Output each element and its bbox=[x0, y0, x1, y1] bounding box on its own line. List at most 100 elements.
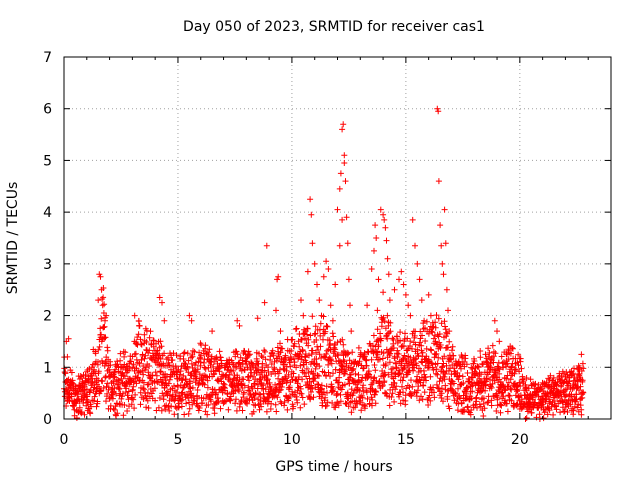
data-point bbox=[163, 356, 170, 363]
data-point bbox=[181, 349, 188, 356]
data-point bbox=[355, 371, 362, 378]
data-point bbox=[70, 403, 77, 410]
data-point bbox=[258, 403, 265, 410]
data-point bbox=[419, 332, 425, 339]
data-point bbox=[264, 376, 271, 383]
data-point bbox=[427, 397, 434, 404]
data-point bbox=[142, 352, 149, 359]
data-point bbox=[480, 400, 487, 407]
data-point bbox=[337, 391, 344, 398]
data-point bbox=[124, 408, 131, 414]
data-point bbox=[489, 380, 496, 387]
data-point bbox=[297, 385, 304, 392]
data-point bbox=[362, 403, 369, 410]
data-point bbox=[409, 345, 415, 352]
data-point bbox=[446, 328, 453, 335]
data-point bbox=[381, 216, 388, 223]
data-point bbox=[380, 350, 387, 357]
y-tick-label: 5 bbox=[43, 153, 52, 169]
data-point bbox=[439, 363, 446, 370]
data-point bbox=[173, 352, 180, 359]
data-point bbox=[82, 372, 89, 379]
data-point bbox=[442, 326, 449, 333]
data-point bbox=[245, 384, 252, 391]
data-point bbox=[206, 346, 213, 353]
data-point bbox=[309, 240, 316, 247]
data-point bbox=[272, 401, 279, 408]
data-point bbox=[201, 381, 208, 388]
data-point bbox=[282, 354, 289, 361]
data-point bbox=[433, 381, 440, 388]
data-point bbox=[140, 385, 146, 392]
data-point bbox=[257, 391, 264, 398]
data-point bbox=[171, 411, 178, 418]
data-point bbox=[386, 297, 393, 304]
data-point bbox=[485, 345, 492, 352]
data-point bbox=[303, 373, 310, 380]
data-point bbox=[299, 347, 306, 354]
data-point bbox=[544, 411, 551, 418]
data-point bbox=[545, 393, 551, 400]
data-point bbox=[95, 368, 102, 375]
data-point bbox=[381, 378, 388, 385]
data-point bbox=[360, 382, 367, 389]
data-point bbox=[356, 358, 363, 365]
data-point bbox=[161, 317, 168, 324]
data-point bbox=[449, 347, 455, 354]
data-point bbox=[400, 365, 407, 372]
data-point bbox=[374, 326, 381, 333]
data-point bbox=[497, 401, 504, 408]
data-point bbox=[373, 235, 380, 241]
data-point bbox=[95, 359, 101, 365]
data-point bbox=[384, 312, 391, 319]
data-point bbox=[138, 357, 145, 363]
data-point bbox=[402, 291, 409, 298]
data-point bbox=[361, 402, 367, 409]
data-point bbox=[330, 370, 336, 377]
data-point bbox=[312, 330, 319, 337]
data-point bbox=[413, 362, 420, 369]
data-point bbox=[109, 389, 116, 396]
data-point bbox=[401, 364, 408, 371]
data-point bbox=[128, 401, 135, 408]
data-point bbox=[316, 297, 323, 304]
data-point bbox=[214, 395, 221, 401]
data-point bbox=[528, 409, 535, 416]
data-point bbox=[234, 351, 241, 358]
data-point bbox=[237, 363, 244, 370]
data-point bbox=[173, 389, 180, 396]
data-point bbox=[83, 386, 90, 393]
data-point bbox=[323, 258, 330, 265]
axis-ticks: 0 5 10 15 20 0 1 2 3 4 5 6 7 bbox=[43, 50, 611, 448]
data-point bbox=[384, 335, 391, 342]
data-point bbox=[211, 370, 218, 377]
data-point bbox=[308, 351, 315, 358]
data-point bbox=[141, 386, 147, 393]
data-point bbox=[332, 366, 339, 373]
data-point bbox=[389, 390, 396, 397]
data-point bbox=[330, 386, 337, 392]
data-point bbox=[423, 345, 430, 352]
data-point bbox=[246, 351, 253, 358]
data-point bbox=[290, 370, 297, 377]
data-point bbox=[186, 384, 193, 391]
data-point bbox=[184, 363, 191, 370]
data-point bbox=[407, 312, 414, 319]
data-point bbox=[150, 337, 157, 344]
data-point bbox=[435, 354, 442, 361]
data-point bbox=[450, 352, 457, 359]
data-point bbox=[161, 350, 168, 357]
data-point bbox=[136, 322, 143, 329]
data-point bbox=[180, 356, 187, 362]
data-point bbox=[399, 377, 406, 384]
data-point bbox=[394, 347, 401, 354]
x-axis-label: GPS time / hours bbox=[275, 459, 392, 475]
data-point bbox=[302, 351, 309, 357]
data-point bbox=[146, 363, 153, 369]
data-point bbox=[121, 402, 128, 408]
data-point bbox=[416, 339, 423, 346]
data-point bbox=[505, 346, 512, 353]
data-point bbox=[273, 307, 279, 314]
data-point bbox=[134, 334, 141, 341]
data-point bbox=[62, 370, 69, 377]
